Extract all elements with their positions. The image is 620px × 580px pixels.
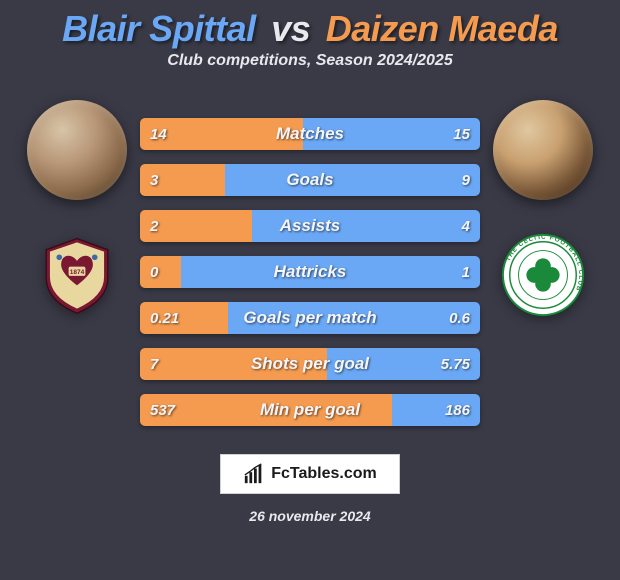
stat-left-segment: 0.21 bbox=[140, 302, 228, 334]
stat-right-value: 5.75 bbox=[441, 356, 470, 373]
stat-row: 0 1 Hattricks bbox=[140, 256, 480, 288]
footer: FcTables.com 26 november 2024 bbox=[220, 454, 400, 524]
stat-left-segment: 3 bbox=[140, 164, 225, 196]
vs-text: vs bbox=[271, 8, 310, 49]
stat-left-value: 0 bbox=[150, 264, 158, 281]
stat-label: Goals bbox=[286, 170, 333, 190]
date-text: 26 november 2024 bbox=[249, 508, 370, 524]
celtic-crest: THE CELTIC FOOTBALL CLUB bbox=[498, 230, 588, 320]
left-column: 1874 bbox=[22, 100, 132, 320]
stat-row: 14 15 Matches bbox=[140, 118, 480, 150]
svg-text:1874: 1874 bbox=[70, 269, 85, 276]
stat-row: 0.21 0.6 Goals per match bbox=[140, 302, 480, 334]
right-column: THE CELTIC FOOTBALL CLUB bbox=[488, 100, 598, 320]
comparison-area: 1874 14 15 Matches 3 9 Goals 2 4 Assists 0 1 Hattri… bbox=[0, 100, 620, 426]
stat-row: 3 9 Goals bbox=[140, 164, 480, 196]
brand-text: FcTables.com bbox=[271, 465, 377, 483]
stat-right-segment: 186 bbox=[392, 394, 480, 426]
stat-row: 2 4 Assists bbox=[140, 210, 480, 242]
hearts-crest: 1874 bbox=[32, 230, 122, 320]
player1-avatar bbox=[27, 100, 127, 200]
stat-left-segment: 0 bbox=[140, 256, 181, 288]
stat-row: 7 5.75 Shots per goal bbox=[140, 348, 480, 380]
stat-row: 537 186 Min per goal bbox=[140, 394, 480, 426]
brand-badge: FcTables.com bbox=[220, 454, 400, 494]
stat-label: Goals per match bbox=[243, 308, 376, 328]
stat-left-value: 2 bbox=[150, 218, 158, 235]
stat-label: Matches bbox=[276, 124, 344, 144]
stat-label: Hattricks bbox=[274, 262, 347, 282]
stat-right-value: 9 bbox=[462, 172, 470, 189]
page-title: Blair Spittal vs Daizen Maeda bbox=[62, 8, 558, 50]
stat-left-value: 537 bbox=[150, 402, 175, 419]
stat-label: Min per goal bbox=[260, 400, 360, 420]
stat-right-value: 1 bbox=[462, 264, 470, 281]
stat-bars: 14 15 Matches 3 9 Goals 2 4 Assists 0 1 Hattricks 0.… bbox=[140, 118, 480, 426]
stat-right-value: 15 bbox=[453, 126, 470, 143]
chart-icon bbox=[243, 463, 265, 485]
stat-left-value: 7 bbox=[150, 356, 158, 373]
stat-left-segment: 2 bbox=[140, 210, 252, 242]
stat-right-value: 186 bbox=[445, 402, 470, 419]
player2-name: Daizen Maeda bbox=[326, 8, 558, 49]
stat-left-value: 3 bbox=[150, 172, 158, 189]
stat-right-value: 0.6 bbox=[449, 310, 470, 327]
stat-left-value: 14 bbox=[150, 126, 167, 143]
stat-label: Assists bbox=[280, 216, 340, 236]
stat-right-segment: 9 bbox=[225, 164, 480, 196]
player2-avatar bbox=[493, 100, 593, 200]
subtitle: Club competitions, Season 2024/2025 bbox=[167, 52, 452, 70]
stat-left-value: 0.21 bbox=[150, 310, 179, 327]
player1-name: Blair Spittal bbox=[62, 8, 256, 49]
stat-right-value: 4 bbox=[462, 218, 470, 235]
stat-label: Shots per goal bbox=[251, 354, 369, 374]
